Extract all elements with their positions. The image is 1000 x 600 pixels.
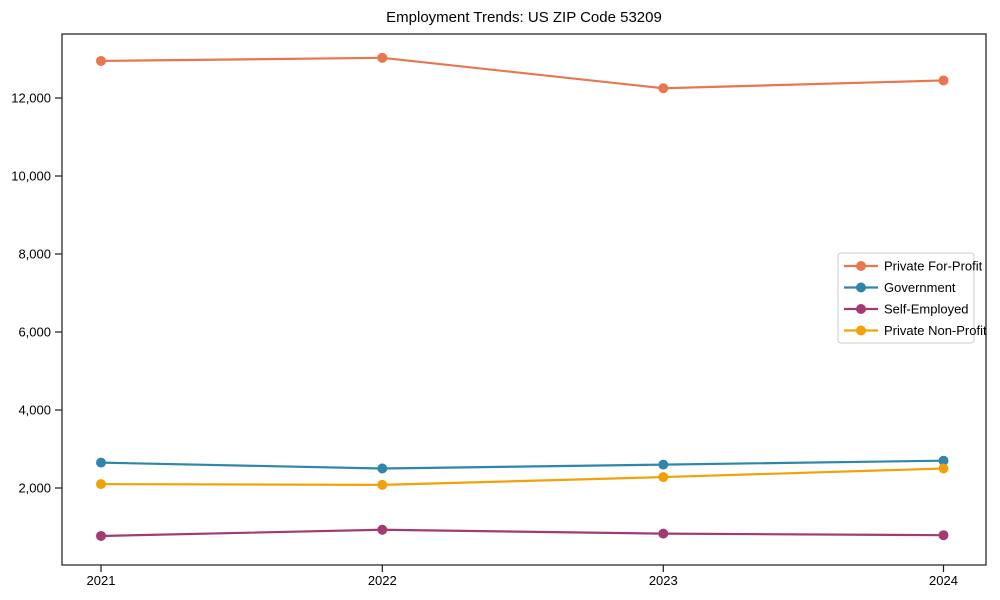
series-line-government (99, 459, 945, 470)
series-line-private-for-profit (99, 56, 945, 90)
data-point-marker (96, 55, 106, 66)
axes-box (61, 33, 987, 566)
legend-label: Private Non-Profit (884, 323, 987, 338)
legend-label: Private For-Profit (884, 259, 983, 274)
data-point-marker (938, 530, 949, 541)
y-tick-label: 6,000 (18, 325, 51, 340)
y-tick-label: 12,000 (11, 91, 51, 106)
data-point-marker (377, 463, 388, 474)
data-point-marker (658, 459, 669, 470)
y-tick-label: 2,000 (18, 481, 51, 496)
data-point-marker (96, 457, 106, 468)
data-point-marker (658, 472, 669, 483)
y-tick-label: 8,000 (18, 247, 51, 262)
legend-sample-marker (856, 304, 866, 314)
data-point-marker (377, 52, 388, 63)
data-point-marker (377, 479, 388, 490)
series-line-self-employed (99, 528, 945, 538)
legend-label: Government (884, 280, 956, 295)
x-tick-label: 2021 (87, 573, 116, 588)
legend-sample-marker (856, 282, 866, 293)
data-point-marker (377, 524, 388, 535)
series-line-private-non-profit (99, 467, 945, 486)
x-tick-label: 2024 (929, 573, 958, 588)
plot-area: 2,000 4,000 6,000 8,000 10,000 12,000 2021 2022… (11, 33, 987, 588)
data-point-marker (96, 479, 106, 490)
data-point-marker (658, 528, 669, 539)
y-tick-label: 10,000 (11, 169, 51, 184)
x-tick-label: 2023 (649, 573, 678, 588)
data-point-marker (938, 463, 949, 474)
data-point-marker (938, 75, 949, 86)
data-point-marker (938, 455, 949, 466)
data-point-marker (96, 530, 106, 541)
legend-label: Self-Employed (884, 302, 969, 317)
legend-sample-marker (856, 325, 866, 336)
data-point-marker (658, 83, 669, 94)
legend-box (837, 252, 975, 344)
legend-sample-marker (856, 261, 866, 271)
x-tick-label: 2022 (368, 573, 397, 588)
chart-title: Employment Trends: US ZIP Code 53209 (386, 9, 662, 26)
y-tick-label: 4,000 (18, 403, 51, 418)
